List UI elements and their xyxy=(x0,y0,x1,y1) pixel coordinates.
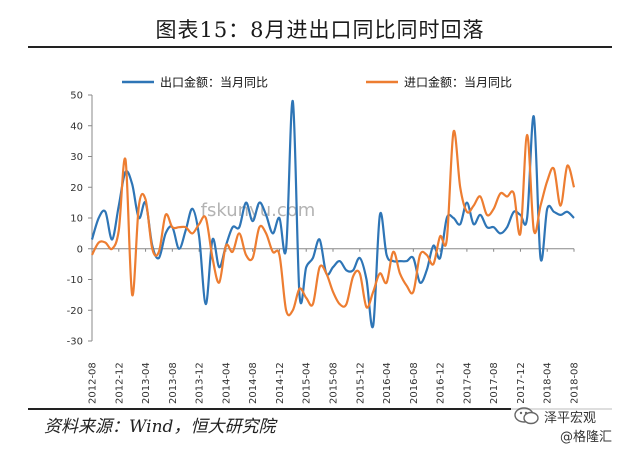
y-tick-label: 10 xyxy=(70,214,83,225)
brand-name: 泽平宏观 xyxy=(544,411,597,426)
x-tick-label: 2016-08 xyxy=(409,362,420,404)
y-tick-label: 20 xyxy=(70,183,83,194)
watermark-text: fskunyu.com xyxy=(201,200,316,221)
x-tick-label: 2015-08 xyxy=(329,362,340,404)
x-tick-label: 2012-08 xyxy=(88,362,99,404)
y-tick-label: -10 xyxy=(67,275,83,286)
x-tick-label: 2013-04 xyxy=(141,362,152,404)
x-tick-label: 2018-04 xyxy=(543,362,554,404)
brand-handle: @格隆汇 xyxy=(560,430,613,445)
x-tick-label: 2014-04 xyxy=(221,362,232,404)
y-tick-label: 50 xyxy=(70,91,83,102)
x-tick-label: 2017-04 xyxy=(462,362,473,404)
x-tick-label: 2012-12 xyxy=(114,362,125,404)
y-tick-label: 40 xyxy=(70,121,83,132)
y-tick-label: -30 xyxy=(67,337,83,348)
legend-item-import-label: 进口金额：当月同比 xyxy=(404,75,512,90)
x-tick-label: 2015-04 xyxy=(302,362,313,404)
brand-badge xyxy=(511,403,636,447)
x-tick-label: 2017-08 xyxy=(489,362,500,404)
import-series-line xyxy=(91,129,576,317)
x-tick-label: 2013-08 xyxy=(168,362,179,404)
x-tick-label: 2014-12 xyxy=(275,362,286,404)
y-tick-label: 0 xyxy=(77,244,83,255)
line-chart: fskunyu.com -30 -20 -10 0 10 20 30 40 50 2012-08 2… xyxy=(67,75,581,405)
export-series-line xyxy=(90,100,575,329)
x-tick-label: 2016-12 xyxy=(436,362,447,404)
x-tick-label: 2014-08 xyxy=(248,362,259,404)
wechat-icon xyxy=(514,407,539,425)
legend-item-export-label: 出口金额：当月同比 xyxy=(160,75,268,90)
x-tick-label: 2018-08 xyxy=(570,362,581,404)
y-tick-label: -20 xyxy=(67,306,83,317)
x-tick-label: 2017-12 xyxy=(516,362,527,404)
source-note: 资料来源：Wind，恒大研究院 xyxy=(44,417,276,437)
page-title: 图表15：8月进出口同比同时回落 xyxy=(155,18,485,42)
x-tick-label: 2013-12 xyxy=(195,362,206,404)
x-tick-label: 2016-04 xyxy=(382,362,393,404)
x-tick-label: 2015-12 xyxy=(355,362,366,404)
footer-rule xyxy=(28,408,612,410)
title-underline xyxy=(28,46,612,48)
y-tick-label: 30 xyxy=(70,152,83,163)
